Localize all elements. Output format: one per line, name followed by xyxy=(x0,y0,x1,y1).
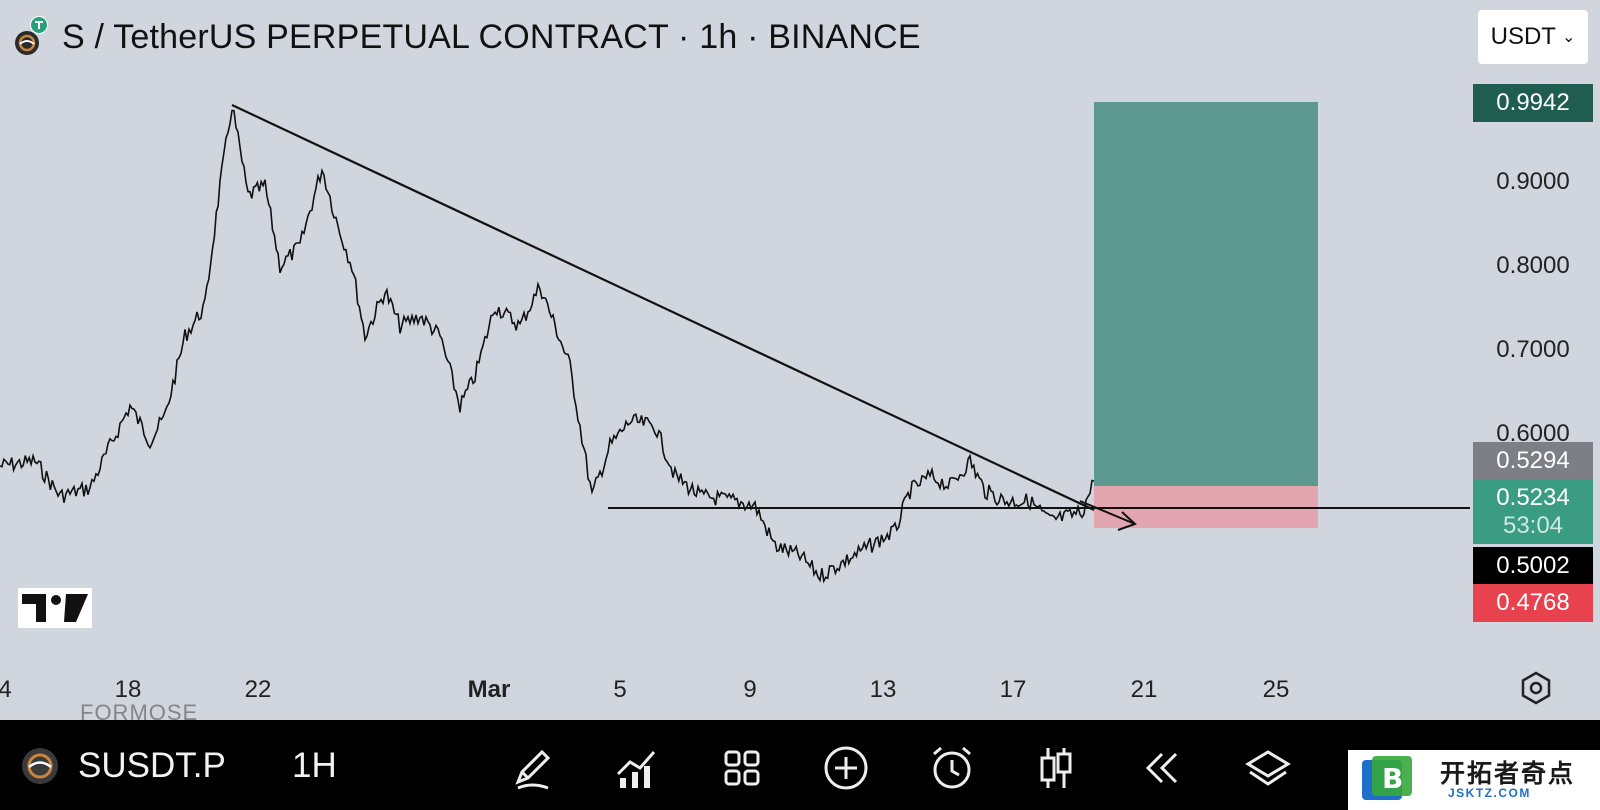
date-tick: 5 xyxy=(613,676,627,703)
price-line xyxy=(0,109,1095,584)
date-tick: 18 xyxy=(114,676,142,703)
tradingview-logo xyxy=(18,588,92,628)
target-price-label: 0.9942 xyxy=(1473,84,1593,122)
watermark-logo: B xyxy=(1362,756,1412,800)
watermark-name: 开拓者奇点 xyxy=(1440,760,1576,788)
symbol-icon[interactable] xyxy=(20,746,60,786)
layers-icon[interactable] xyxy=(1244,744,1292,792)
date-tick-month: Mar xyxy=(467,676,511,703)
date-tick: 17 xyxy=(999,676,1027,703)
date-tick: 22 xyxy=(244,676,272,703)
currency-label: USDT xyxy=(1490,23,1556,50)
date-tick: 4 xyxy=(0,676,12,703)
prev-close-label: 0.5294 xyxy=(1473,442,1593,480)
symbol-button[interactable]: SUSDT.P xyxy=(78,746,226,785)
chart-header: S / TetherUS PERPETUAL CONTRACT · 1h · B… xyxy=(0,0,1600,76)
last-price-label: 0.5234 53:04 xyxy=(1473,480,1593,544)
price-tick: 0.7000 xyxy=(1496,336,1570,363)
price-chart[interactable] xyxy=(0,76,1600,716)
profit-zone[interactable] xyxy=(1094,102,1318,486)
watermark-url: JSKTZ.COM xyxy=(1448,786,1531,800)
watermark-badge: B 开拓者奇点 JSKTZ.COM xyxy=(1348,750,1600,810)
date-tick: 25 xyxy=(1262,676,1290,703)
candles-icon[interactable] xyxy=(1032,744,1080,792)
add-icon[interactable] xyxy=(822,744,870,792)
price-tick: 0.8000 xyxy=(1496,252,1570,279)
chart-title: S / TetherUS PERPETUAL CONTRACT · 1h · B… xyxy=(62,18,921,56)
interval-button[interactable]: 1H xyxy=(292,746,337,785)
indicators-icon[interactable] xyxy=(612,744,660,792)
date-tick: 9 xyxy=(743,676,757,703)
projection-arrow[interactable] xyxy=(1079,500,1137,531)
date-tick: 13 xyxy=(869,676,897,703)
currency-selector[interactable]: USDT ⌄ xyxy=(1478,10,1588,64)
chart-settings-icon[interactable] xyxy=(1518,670,1554,706)
date-tick: 21 xyxy=(1130,676,1158,703)
stop-price-label: 0.4768 xyxy=(1473,584,1593,622)
candle-countdown: 53:04 xyxy=(1502,512,1564,539)
replay-icon[interactable] xyxy=(1138,744,1186,792)
svg-text:B: B xyxy=(1382,762,1403,795)
sonic-token-icon xyxy=(15,31,39,55)
usdt-token-icon xyxy=(30,16,48,34)
pen-icon[interactable] xyxy=(508,744,556,792)
descending-trendline[interactable] xyxy=(231,104,1095,511)
price-tick: 0.9000 xyxy=(1496,168,1570,195)
last-price-value: 0.5234 xyxy=(1496,484,1570,511)
entry-price-label: 0.5002 xyxy=(1473,547,1593,585)
alert-icon[interactable] xyxy=(928,744,976,792)
bottom-toolbar xyxy=(0,720,1600,810)
layout-icon[interactable] xyxy=(718,744,766,792)
chevron-down-icon: ⌄ xyxy=(1561,29,1576,46)
